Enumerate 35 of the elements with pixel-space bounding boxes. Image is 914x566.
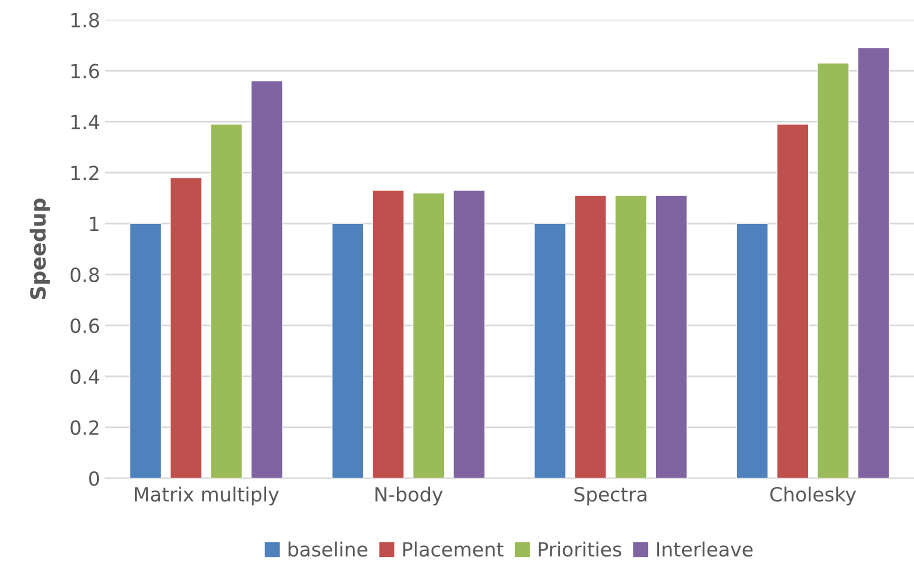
- bar: [776, 124, 809, 478]
- legend-label: Priorities: [538, 542, 622, 557]
- x-tick-label: Spectra: [574, 486, 646, 506]
- y-tick-label: 1: [90, 216, 98, 231]
- bar: [372, 190, 404, 478]
- x-tick-label: N-body: [376, 486, 443, 506]
- bar: [210, 124, 242, 478]
- y-tick-label: 1.6: [71, 64, 100, 78]
- y-tick-label: 0.4: [70, 369, 100, 384]
- bar: [453, 190, 486, 478]
- legend-label: Placement: [403, 542, 504, 557]
- bar: [170, 177, 202, 478]
- x-tick-label: Cholesky: [770, 486, 856, 506]
- bar: [736, 223, 768, 478]
- bar: [130, 223, 162, 478]
- x-tick-label: Matrix multiply: [134, 486, 279, 506]
- legend-label: baseline: [288, 542, 368, 557]
- bar: [250, 80, 283, 478]
- y-tick-label: 1.8: [71, 12, 99, 28]
- y-tick-label: 0.8: [70, 267, 99, 282]
- bar: [858, 47, 890, 478]
- y-tick-label: 0.2: [70, 420, 98, 435]
- y-tick-label: 1.4: [71, 114, 100, 130]
- y-axis-title: Speedup: [30, 198, 50, 299]
- y-tick-label: 0: [89, 471, 99, 486]
- bar: [412, 192, 445, 478]
- bar: [817, 62, 850, 478]
- bar: [655, 195, 688, 478]
- y-tick-label: 0.6: [70, 318, 100, 334]
- bar: [574, 195, 606, 478]
- bar: [332, 223, 364, 478]
- bar: [614, 195, 647, 478]
- legend-label: Interleave: [657, 542, 753, 557]
- bar: [534, 223, 566, 478]
- y-tick-label: 1.2: [71, 166, 98, 180]
